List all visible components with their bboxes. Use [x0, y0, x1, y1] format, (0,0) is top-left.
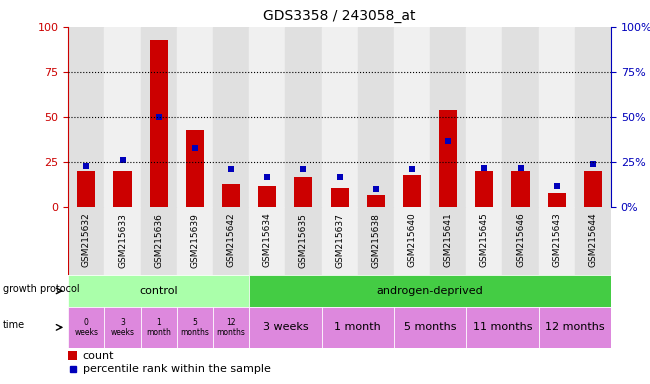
Bar — [430, 27, 466, 207]
Bar — [403, 175, 421, 207]
Bar — [140, 207, 177, 275]
Bar — [394, 207, 430, 275]
Bar — [502, 27, 539, 207]
Bar — [177, 207, 213, 275]
Bar — [475, 171, 493, 207]
Bar — [213, 207, 249, 275]
Text: androgen-deprived: androgen-deprived — [377, 286, 484, 296]
Bar — [430, 207, 466, 275]
Text: GSM215633: GSM215633 — [118, 213, 127, 268]
Bar — [394, 27, 430, 207]
Text: percentile rank within the sample: percentile rank within the sample — [83, 364, 270, 374]
Bar — [512, 171, 530, 207]
Bar — [539, 207, 575, 275]
Text: 12 months: 12 months — [545, 322, 604, 333]
Text: control: control — [139, 286, 178, 296]
Text: GSM215636: GSM215636 — [154, 213, 163, 268]
Bar — [575, 207, 611, 275]
Text: 1 month: 1 month — [334, 322, 381, 333]
Text: 5 months: 5 months — [404, 322, 456, 333]
Text: growth protocol: growth protocol — [3, 284, 79, 294]
Text: GSM215642: GSM215642 — [227, 213, 235, 267]
Bar — [150, 40, 168, 207]
Bar — [584, 171, 602, 207]
Bar — [285, 27, 322, 207]
Bar — [439, 110, 457, 207]
Bar — [249, 27, 285, 207]
Bar — [285, 207, 322, 275]
Bar — [68, 27, 105, 207]
Bar — [539, 27, 575, 207]
Bar — [222, 184, 240, 207]
Text: GSM215637: GSM215637 — [335, 213, 344, 268]
Bar — [249, 207, 285, 275]
Text: GSM215635: GSM215635 — [299, 213, 308, 268]
Bar — [466, 207, 502, 275]
Text: GSM215639: GSM215639 — [190, 213, 200, 268]
Bar — [105, 27, 140, 207]
Bar — [258, 186, 276, 207]
Text: 11 months: 11 months — [473, 322, 532, 333]
Bar — [358, 207, 394, 275]
Bar — [367, 195, 385, 207]
Bar — [294, 177, 313, 207]
Text: 1
month: 1 month — [146, 318, 171, 337]
Bar — [466, 27, 502, 207]
Text: count: count — [83, 351, 114, 361]
Bar — [322, 207, 358, 275]
Bar — [186, 130, 204, 207]
Bar — [358, 27, 394, 207]
Text: GSM215645: GSM215645 — [480, 213, 489, 268]
Text: time: time — [3, 320, 25, 330]
Text: 5
months: 5 months — [181, 318, 209, 337]
Text: 3 weeks: 3 weeks — [263, 322, 308, 333]
Text: GSM215634: GSM215634 — [263, 213, 272, 268]
Text: GSM215638: GSM215638 — [371, 213, 380, 268]
Bar — [502, 207, 539, 275]
Text: 0
weeks: 0 weeks — [74, 318, 98, 337]
Bar — [68, 207, 105, 275]
Bar — [68, 207, 611, 275]
Text: GSM215643: GSM215643 — [552, 213, 561, 268]
Text: GSM215641: GSM215641 — [444, 213, 452, 268]
Bar — [575, 27, 611, 207]
Bar — [77, 171, 96, 207]
Bar — [68, 351, 77, 361]
Text: 12
months: 12 months — [216, 318, 246, 337]
Bar — [140, 27, 177, 207]
Text: GSM215646: GSM215646 — [516, 213, 525, 268]
Text: GSM215640: GSM215640 — [408, 213, 417, 268]
Text: 3
weeks: 3 weeks — [111, 318, 135, 337]
Text: GSM215632: GSM215632 — [82, 213, 91, 268]
Bar — [213, 27, 249, 207]
Bar — [331, 187, 348, 207]
Text: GSM215644: GSM215644 — [588, 213, 597, 267]
Title: GDS3358 / 243058_at: GDS3358 / 243058_at — [263, 9, 416, 23]
Bar — [177, 27, 213, 207]
Bar — [322, 27, 358, 207]
Bar — [105, 207, 140, 275]
Bar — [114, 171, 131, 207]
Bar — [548, 193, 566, 207]
